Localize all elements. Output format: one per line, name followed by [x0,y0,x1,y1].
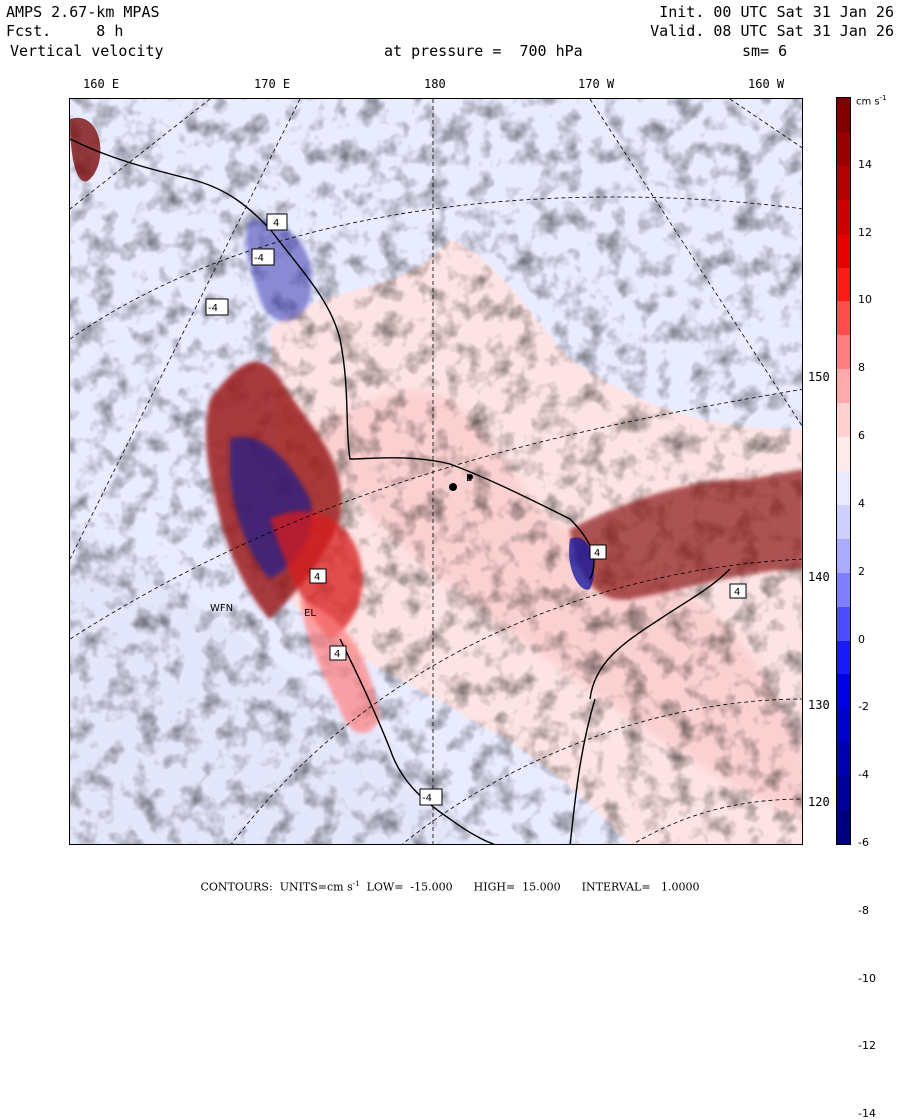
colorbar-segment [837,538,850,574]
downdraft-east [569,537,594,590]
lat-label-150w: 150 W [808,370,845,384]
pressure-level: at pressure = 700 hPa [384,42,583,60]
colorbar-segment [837,335,850,370]
contour-info-footer: CONTOURS: UNITS=cm s-1 LOW= -15.000 HIGH… [200,880,700,894]
colorbar-segment [837,810,850,845]
colorbar-segment [837,199,850,235]
valid-time: Valid. 08 UTC Sat 31 Jan 26 [650,22,894,40]
init-time: Init. 00 UTC Sat 31 Jan 26 [659,3,894,21]
contour-label: -4 [422,793,432,804]
updraft-cluster-nw [70,117,101,182]
colorbar-segment [837,674,850,709]
colorbar-tick-label: 14 [858,157,872,171]
colorbar-segment [837,233,850,269]
colorbar-tick-label: 6 [858,429,865,443]
colorbar-segment [837,98,850,133]
coastline [70,138,731,844]
colorbar-segment [837,776,850,811]
station-dot-2 [467,474,473,480]
colorbar-segment [837,437,850,472]
contour-labels: 4 -4 -4 4 4 4 4 -4 [205,213,747,806]
colorbar-tick-label: 10 [858,293,872,307]
colorbar-tick-label: -10 [858,971,876,985]
downdraft-cluster-n [245,219,312,322]
map-canvas: WFN EL L 4 -4 -4 4 4 4 4 -4 [70,99,802,844]
lat-label-120w: 120 W [808,795,845,809]
field-name: Vertical velocity [10,42,164,60]
noise-texture-blue [70,99,802,844]
lat-label-140w: 140 W [808,570,845,584]
lee-streak [300,599,380,733]
colorbar-segment [837,742,850,777]
colorbar-segment [837,708,850,743]
lon-label-170e: 170 E [254,77,291,91]
colorbar-tick-label: 4 [858,496,865,510]
colorbar-tick-label: 12 [858,225,872,239]
contour-label: -4 [254,253,264,264]
colorbar-tick-label: -4 [858,768,869,782]
contour-label: 4 [334,649,340,660]
colorbar-segment [837,403,850,438]
colorbar-segment [837,165,850,201]
lon-label-180: 180 [424,77,446,91]
colorbar-segment [837,369,850,404]
lon-label-160e: 160 E [83,77,120,91]
colorbar-tick-label: -14 [858,1107,876,1120]
model-title: AMPS 2.67-km MPAS [6,3,160,21]
colorbar-tick-label: 0 [858,632,865,646]
colorbar-segment [837,572,850,608]
lon-label-160w: 160 W [748,77,785,91]
forecast-hour: Fcst. 8 h [6,22,124,40]
contour-label: 4 [273,218,279,229]
colorbar-units: cm s-1 [856,94,887,108]
smoothing-label: sm= 6 [742,42,788,60]
graticule [70,99,802,844]
colorbar-segment [837,504,850,540]
colorbar-segment [837,131,850,167]
colorbar-segment [837,301,850,336]
colorbar-tick-label: 2 [858,564,865,578]
contour-label: 4 [734,587,740,598]
colorbar-segment [837,267,850,302]
station-wfn: WFN [210,603,233,614]
updraft-band-east [570,469,802,600]
contour-label: 4 [314,572,320,583]
station-el: EL [304,608,316,619]
colorbar-tick-label: -12 [858,1039,876,1053]
lat-label-130w: 130 W [808,698,845,712]
contour-label: 4 [594,548,600,559]
colorbar-segment [837,606,850,642]
colorbar-tick-label: -6 [858,836,869,849]
colorbar [836,97,851,845]
colorbar-tick-label: -8 [858,903,869,917]
station-l: L [466,473,472,484]
lon-label-170w: 170 W [578,77,615,91]
colorbar-tick-label: 8 [858,361,865,375]
colorbar-tick-label: -2 [858,700,869,714]
colorbar-segment [837,471,850,506]
contour-label: -4 [208,303,218,314]
vertical-velocity-map: WFN EL L 4 -4 -4 4 4 4 4 -4 [69,98,803,845]
station-dot [449,483,457,491]
colorbar-segment [837,640,850,675]
